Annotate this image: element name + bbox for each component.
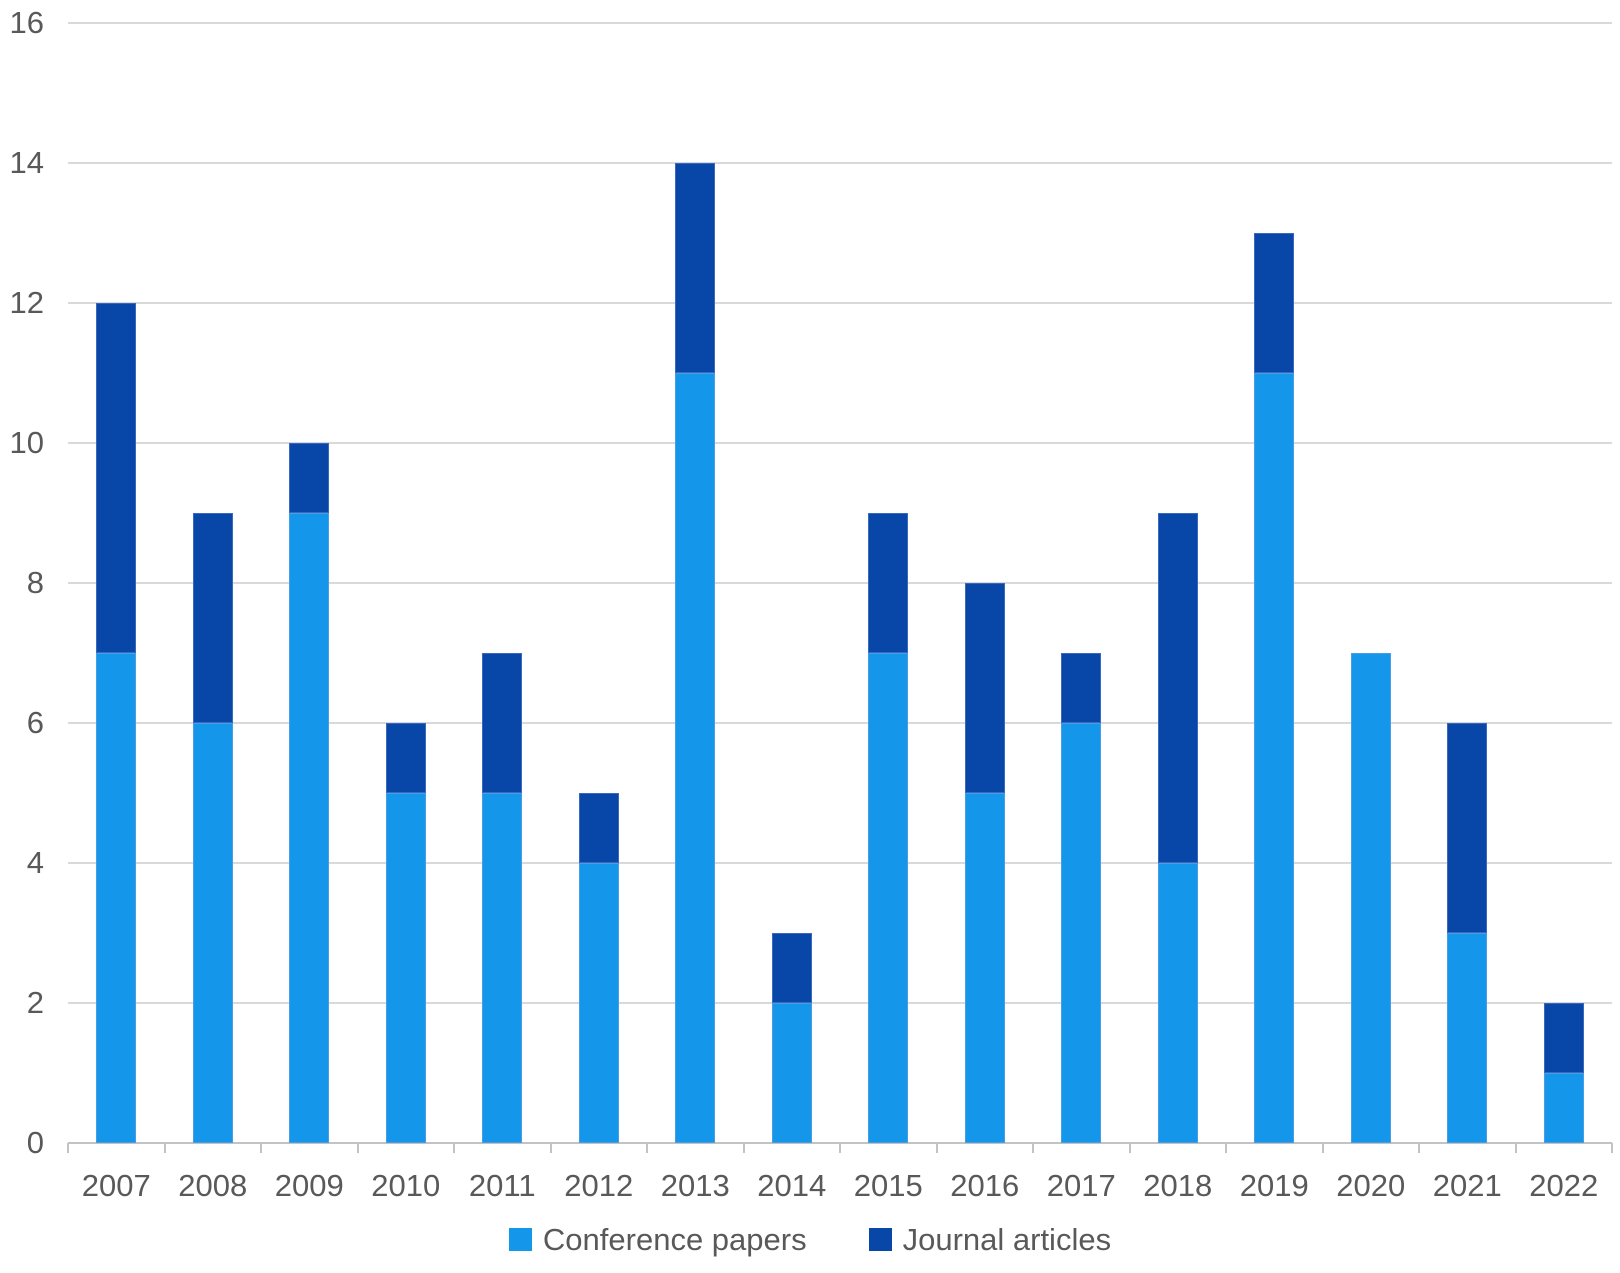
bar-segment-conference-papers <box>192 723 233 1143</box>
x-axis-tick <box>1418 1143 1420 1153</box>
y-axis-tick-label: 6 <box>26 704 44 740</box>
gridline <box>68 862 1612 864</box>
bar-segment-journal-articles <box>675 163 716 373</box>
y-axis-tick-label: 16 <box>9 4 44 40</box>
bar-segment-conference-papers <box>771 1003 812 1143</box>
legend-label-conference-papers: Conference papers <box>542 1222 807 1257</box>
gridline <box>68 1002 1612 1004</box>
x-axis-tick <box>839 1143 841 1153</box>
x-axis-label: 2022 <box>1529 1168 1599 1203</box>
bar-segment-conference-papers <box>1254 373 1295 1143</box>
gridline <box>68 722 1612 724</box>
bar-segment-journal-articles <box>1543 1003 1584 1073</box>
x-axis-label: 2010 <box>371 1168 441 1203</box>
x-axis-tick <box>549 1143 552 1153</box>
bar-segment-journal-articles <box>289 443 330 513</box>
bar-segment-conference-papers <box>1447 933 1488 1143</box>
bar-segment-conference-papers <box>1061 723 1102 1143</box>
y-axis-tick-label: 4 <box>26 844 44 880</box>
bar-segment-conference-papers <box>289 513 330 1143</box>
bar-segment-conference-papers <box>675 373 716 1143</box>
x-axis-tick <box>1128 1143 1131 1153</box>
gridline <box>68 442 1612 444</box>
x-axis-label: 2017 <box>1046 1168 1116 1203</box>
bar-segment-journal-articles <box>1157 513 1198 863</box>
legend-label-journal-articles: Journal articles <box>902 1222 1112 1257</box>
gridline <box>68 22 1612 24</box>
y-axis-tick-label: 0 <box>26 1124 44 1160</box>
bar-segment-conference-papers <box>964 793 1005 1143</box>
y-axis-tick-label: 2 <box>26 984 44 1020</box>
x-axis-label: 2013 <box>660 1168 730 1203</box>
bar-segment-journal-articles <box>1447 723 1488 933</box>
bar-segment-conference-papers <box>1157 863 1198 1143</box>
x-axis-label: 2007 <box>81 1168 151 1203</box>
bar-segment-journal-articles <box>192 513 233 723</box>
x-axis-tick <box>1032 1143 1034 1153</box>
legend-swatch-journal-articles <box>868 1228 892 1251</box>
y-axis-tick-label: 14 <box>9 144 44 180</box>
bar-segment-conference-papers <box>1543 1073 1584 1143</box>
bar-segment-conference-papers <box>868 653 909 1143</box>
x-axis-label: 2015 <box>853 1168 923 1203</box>
x-axis-tick <box>1225 1143 1227 1153</box>
x-axis-tick <box>1321 1143 1324 1153</box>
x-axis-label: 2020 <box>1336 1168 1406 1203</box>
legend-swatch-conference-papers <box>508 1228 532 1251</box>
x-axis-tick <box>163 1143 166 1153</box>
bar-segment-conference-papers <box>96 653 137 1143</box>
gridline <box>68 302 1612 304</box>
x-axis-label: 2016 <box>950 1168 1020 1203</box>
x-axis-label: 2014 <box>757 1168 827 1203</box>
y-axis-tick-label: 12 <box>9 284 44 320</box>
x-axis-label: 2019 <box>1239 1168 1309 1203</box>
bar-segment-journal-articles <box>96 303 137 653</box>
x-axis-label: 2018 <box>1143 1168 1213 1203</box>
gridline <box>68 582 1612 584</box>
legend-item-journal-articles: Journal articles <box>868 1222 1112 1257</box>
x-axis-tick <box>935 1143 938 1153</box>
x-axis-tick <box>742 1143 745 1153</box>
bar-segment-journal-articles <box>1254 233 1295 373</box>
x-axis-tick <box>356 1143 359 1153</box>
gridline <box>68 162 1612 164</box>
legend-item-conference-papers: Conference papers <box>508 1222 807 1257</box>
bar-segment-conference-papers <box>385 793 426 1143</box>
x-axis-tick <box>260 1143 262 1153</box>
x-axis-tick <box>646 1143 648 1153</box>
legend: Conference papers Journal articles <box>0 1224 1620 1255</box>
x-axis-tick <box>67 1143 69 1153</box>
bar-segment-journal-articles <box>578 793 619 863</box>
bar-segment-journal-articles <box>771 933 812 1003</box>
bar-segment-journal-articles <box>1061 653 1102 723</box>
x-axis-label: 2021 <box>1432 1168 1502 1203</box>
x-axis-label: 2012 <box>564 1168 634 1203</box>
x-axis-label: 2008 <box>178 1168 248 1203</box>
bar-segment-conference-papers <box>578 863 619 1143</box>
bar-segment-conference-papers <box>1350 653 1391 1143</box>
bar-segment-conference-papers <box>482 793 523 1143</box>
bar-segment-journal-articles <box>868 513 909 653</box>
x-axis-label: 2011 <box>468 1168 536 1203</box>
x-axis-tick <box>453 1143 455 1153</box>
y-axis-tick-label: 10 <box>9 424 44 460</box>
x-axis-tick <box>1611 1143 1613 1153</box>
x-axis-tick <box>1514 1143 1517 1153</box>
y-axis-tick-label: 8 <box>26 564 44 600</box>
bar-segment-journal-articles <box>385 723 426 793</box>
bar-segment-journal-articles <box>482 653 523 793</box>
x-axis-label: 2009 <box>274 1168 344 1203</box>
bar-segment-journal-articles <box>964 583 1005 793</box>
